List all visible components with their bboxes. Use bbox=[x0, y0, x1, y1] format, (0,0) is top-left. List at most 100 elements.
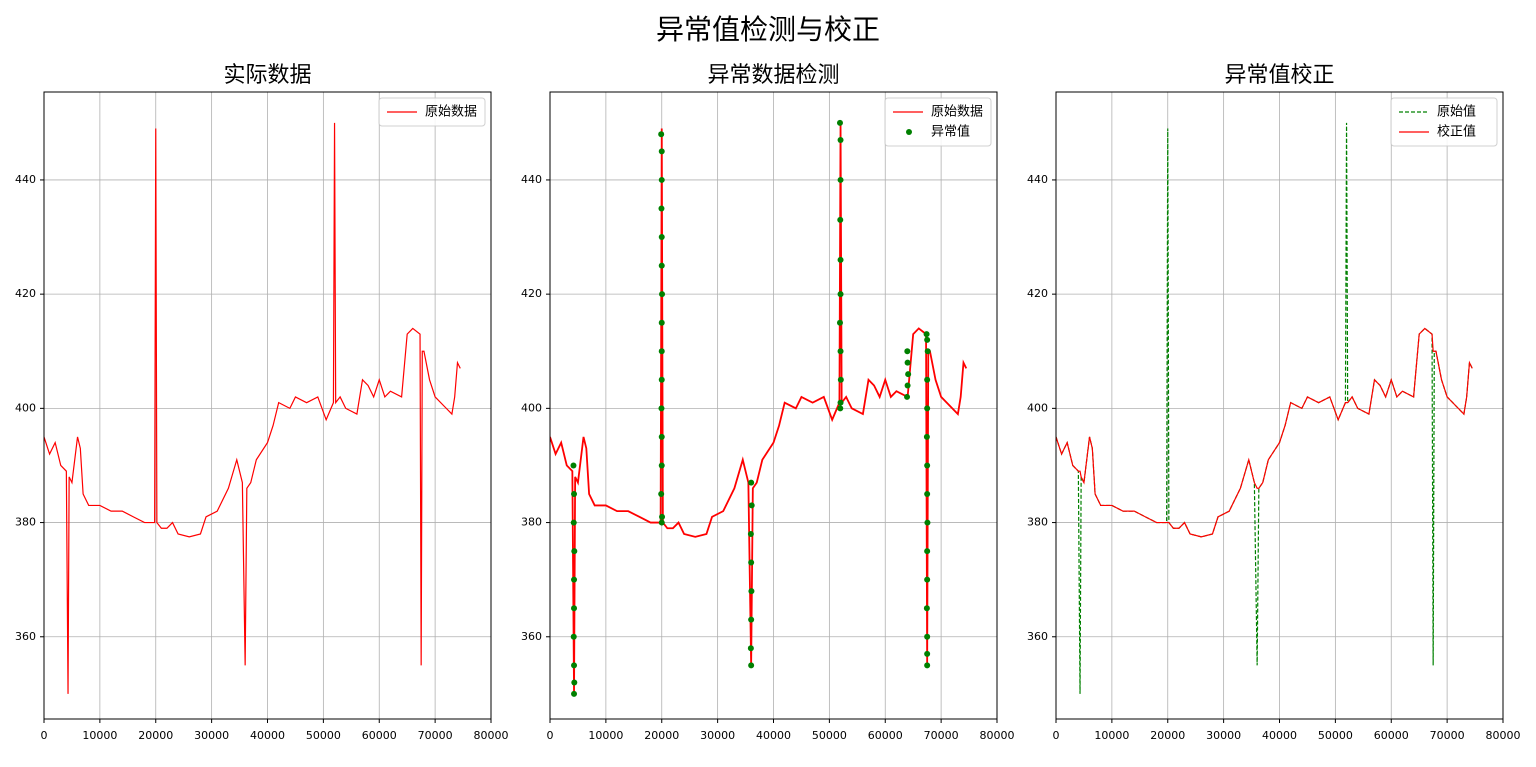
y-tick-label: 420 bbox=[15, 287, 36, 300]
outlier-point bbox=[571, 605, 578, 612]
outlier-point bbox=[571, 679, 578, 686]
outlier-point bbox=[923, 331, 930, 338]
outlier-point bbox=[571, 576, 578, 583]
outlier-point bbox=[658, 433, 665, 440]
outlier-point bbox=[570, 633, 577, 640]
outlier-point bbox=[904, 359, 911, 366]
x-tick-label: 0 bbox=[41, 729, 48, 742]
axes-title: 实际数据 bbox=[223, 63, 311, 88]
outlier-point bbox=[836, 319, 843, 326]
x-tick-label: 10000 bbox=[588, 729, 623, 742]
outlier-point bbox=[924, 662, 931, 669]
legend-box bbox=[378, 97, 486, 127]
x-tick-label: 30000 bbox=[1206, 729, 1241, 742]
x-tick-label: 40000 bbox=[1262, 729, 1297, 742]
y-tick-label: 380 bbox=[1027, 516, 1048, 529]
figure-title: 异常值检测与校正 bbox=[656, 13, 880, 46]
y-tick-label: 360 bbox=[15, 630, 36, 643]
outlier-point bbox=[924, 336, 931, 343]
x-tick-label: 0 bbox=[547, 729, 554, 742]
outlier-point bbox=[837, 176, 844, 183]
outlier-point bbox=[837, 399, 844, 406]
x-tick-label: 20000 bbox=[1150, 729, 1185, 742]
outlier-point bbox=[658, 234, 665, 241]
outlier-point bbox=[924, 548, 931, 555]
y-tick-label: 440 bbox=[521, 173, 542, 186]
outlier-point bbox=[571, 548, 578, 555]
outlier-point bbox=[905, 371, 912, 378]
series-line bbox=[550, 122, 968, 694]
outlier-point bbox=[658, 348, 665, 355]
y-tick-label: 360 bbox=[1027, 630, 1048, 643]
outlier-point bbox=[748, 588, 755, 595]
axes-frame bbox=[1055, 91, 1504, 720]
x-tick-label: 60000 bbox=[1374, 729, 1409, 742]
x-tick-label: 0 bbox=[1053, 729, 1060, 742]
outlier-point bbox=[658, 319, 665, 326]
x-tick-label: 70000 bbox=[1430, 729, 1465, 742]
outlier-point bbox=[924, 576, 931, 583]
y-tick-label: 420 bbox=[1027, 287, 1048, 300]
outlier-point bbox=[571, 690, 578, 697]
outlier-point bbox=[748, 559, 755, 566]
outlier-point bbox=[748, 479, 755, 486]
x-tick-label: 60000 bbox=[362, 729, 397, 742]
outlier-point bbox=[837, 376, 844, 383]
legend-marker bbox=[906, 129, 912, 135]
legend-box bbox=[1390, 97, 1498, 147]
outlier-point bbox=[658, 205, 665, 212]
axes-frame bbox=[549, 91, 998, 720]
outlier-point bbox=[924, 462, 931, 469]
outlier-point bbox=[747, 530, 754, 537]
outlier-point bbox=[923, 605, 930, 612]
outlier-point bbox=[658, 519, 665, 526]
legend-label: 原始数据 bbox=[931, 105, 983, 120]
outlier-point bbox=[658, 176, 665, 183]
outlier-point bbox=[748, 662, 755, 669]
y-tick-label: 400 bbox=[15, 401, 36, 414]
outlier-point bbox=[658, 376, 665, 383]
outlier-point bbox=[659, 291, 666, 298]
x-tick-label: 30000 bbox=[700, 729, 735, 742]
legend-label: 异常值 bbox=[931, 124, 970, 140]
outlier-point bbox=[837, 348, 844, 355]
outlier-point bbox=[658, 462, 665, 469]
x-tick-label: 40000 bbox=[250, 729, 285, 742]
outlier-point bbox=[837, 216, 844, 223]
outlier-point bbox=[924, 519, 931, 526]
outlier-point bbox=[837, 405, 844, 412]
outlier-point bbox=[571, 491, 578, 498]
x-tick-label: 70000 bbox=[418, 729, 453, 742]
outlier-point bbox=[658, 262, 665, 269]
x-tick-label: 50000 bbox=[306, 729, 341, 742]
outlier-point bbox=[837, 256, 844, 263]
outlier-point bbox=[924, 405, 931, 412]
outlier-point bbox=[924, 650, 931, 657]
x-tick-label: 70000 bbox=[924, 729, 959, 742]
legend-label: 校正值 bbox=[1437, 124, 1476, 140]
legend-label: 原始数据 bbox=[425, 105, 477, 120]
outlier-point bbox=[658, 405, 665, 412]
y-tick-label: 400 bbox=[521, 401, 542, 414]
outlier-point bbox=[924, 491, 931, 498]
y-tick-label: 440 bbox=[15, 173, 36, 186]
axes-title: 异常值校正 bbox=[1224, 63, 1334, 88]
axes-frame bbox=[43, 91, 492, 720]
outlier-point bbox=[924, 376, 931, 383]
outlier-point bbox=[748, 616, 755, 623]
y-tick-label: 380 bbox=[15, 516, 36, 529]
x-tick-label: 60000 bbox=[868, 729, 903, 742]
y-tick-label: 380 bbox=[521, 516, 542, 529]
x-tick-label: 10000 bbox=[1094, 729, 1129, 742]
x-tick-label: 40000 bbox=[756, 729, 791, 742]
y-tick-label: 400 bbox=[1027, 401, 1048, 414]
outlier-point bbox=[570, 462, 577, 469]
x-tick-label: 30000 bbox=[194, 729, 229, 742]
outlier-point bbox=[571, 662, 578, 669]
outlier-point bbox=[837, 291, 844, 298]
x-tick-label: 50000 bbox=[1318, 729, 1353, 742]
x-tick-label: 80000 bbox=[1486, 729, 1521, 742]
series-line bbox=[1056, 327, 1473, 538]
